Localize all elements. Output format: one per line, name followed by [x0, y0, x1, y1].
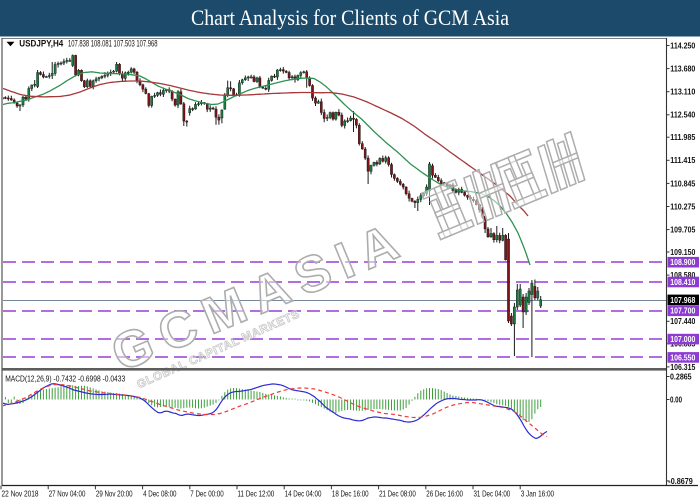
svg-text:7 Dec 00:00: 7 Dec 00:00	[190, 488, 224, 498]
svg-text:113.110: 113.110	[670, 87, 695, 97]
svg-text:108.410: 108.410	[670, 277, 695, 287]
svg-text:MACD(12,26,9) -0.7432 -0.6998: MACD(12,26,9) -0.7432 -0.6998 -0.0433	[5, 374, 125, 384]
svg-text:110.845: 110.845	[670, 178, 695, 188]
svg-text:106.315: 106.315	[670, 362, 695, 372]
svg-text:USDJPY,H4: USDJPY,H4	[19, 38, 64, 49]
svg-text:27 Nov 04:00: 27 Nov 04:00	[49, 488, 86, 498]
svg-text:112.540: 112.540	[670, 110, 695, 120]
svg-text:111.415: 111.415	[670, 155, 695, 165]
svg-text:21 Dec 08:00: 21 Dec 08:00	[379, 488, 416, 498]
svg-text:14 Dec 04:00: 14 Dec 04:00	[285, 488, 322, 498]
svg-text:108.900: 108.900	[670, 257, 695, 267]
svg-text:107.440: 107.440	[670, 316, 695, 326]
svg-text:4 Dec 08:00: 4 Dec 08:00	[143, 488, 177, 498]
svg-text:-0.8679: -0.8679	[668, 476, 693, 486]
svg-text:Chart Analysis for Clients of: Chart Analysis for Clients of GCM Asia	[191, 5, 509, 30]
svg-text:110.275: 110.275	[670, 201, 695, 211]
svg-text:26 Dec 16:00: 26 Dec 16:00	[426, 488, 463, 498]
svg-text:29 Nov 20:00: 29 Nov 20:00	[96, 488, 133, 498]
svg-text:107.700: 107.700	[670, 306, 695, 316]
svg-text:22 Nov 2018: 22 Nov 2018	[2, 488, 39, 498]
svg-text:108.580: 108.580	[670, 270, 695, 280]
svg-text:0.00: 0.00	[670, 394, 682, 404]
svg-text:107.838 108.081 107.503 107.96: 107.838 108.081 107.503 107.968	[68, 38, 158, 49]
svg-text:18 Dec 16:00: 18 Dec 16:00	[332, 488, 369, 498]
svg-text:3 Jan 16:00: 3 Jan 16:00	[521, 488, 555, 498]
svg-text:109.705: 109.705	[670, 225, 695, 235]
svg-text:111.985: 111.985	[670, 132, 695, 142]
svg-text:107.968: 107.968	[670, 295, 695, 305]
svg-text:106.550: 106.550	[670, 352, 695, 362]
svg-text:11 Dec 12:00: 11 Dec 12:00	[238, 488, 275, 498]
svg-text:31 Dec 04:00: 31 Dec 04:00	[474, 488, 511, 498]
svg-text:109.150: 109.150	[670, 247, 695, 257]
svg-text:107.000: 107.000	[670, 334, 695, 344]
svg-text:0.2865: 0.2865	[670, 371, 692, 381]
svg-text:114.250: 114.250	[670, 40, 695, 50]
svg-text:113.680: 113.680	[670, 64, 695, 74]
